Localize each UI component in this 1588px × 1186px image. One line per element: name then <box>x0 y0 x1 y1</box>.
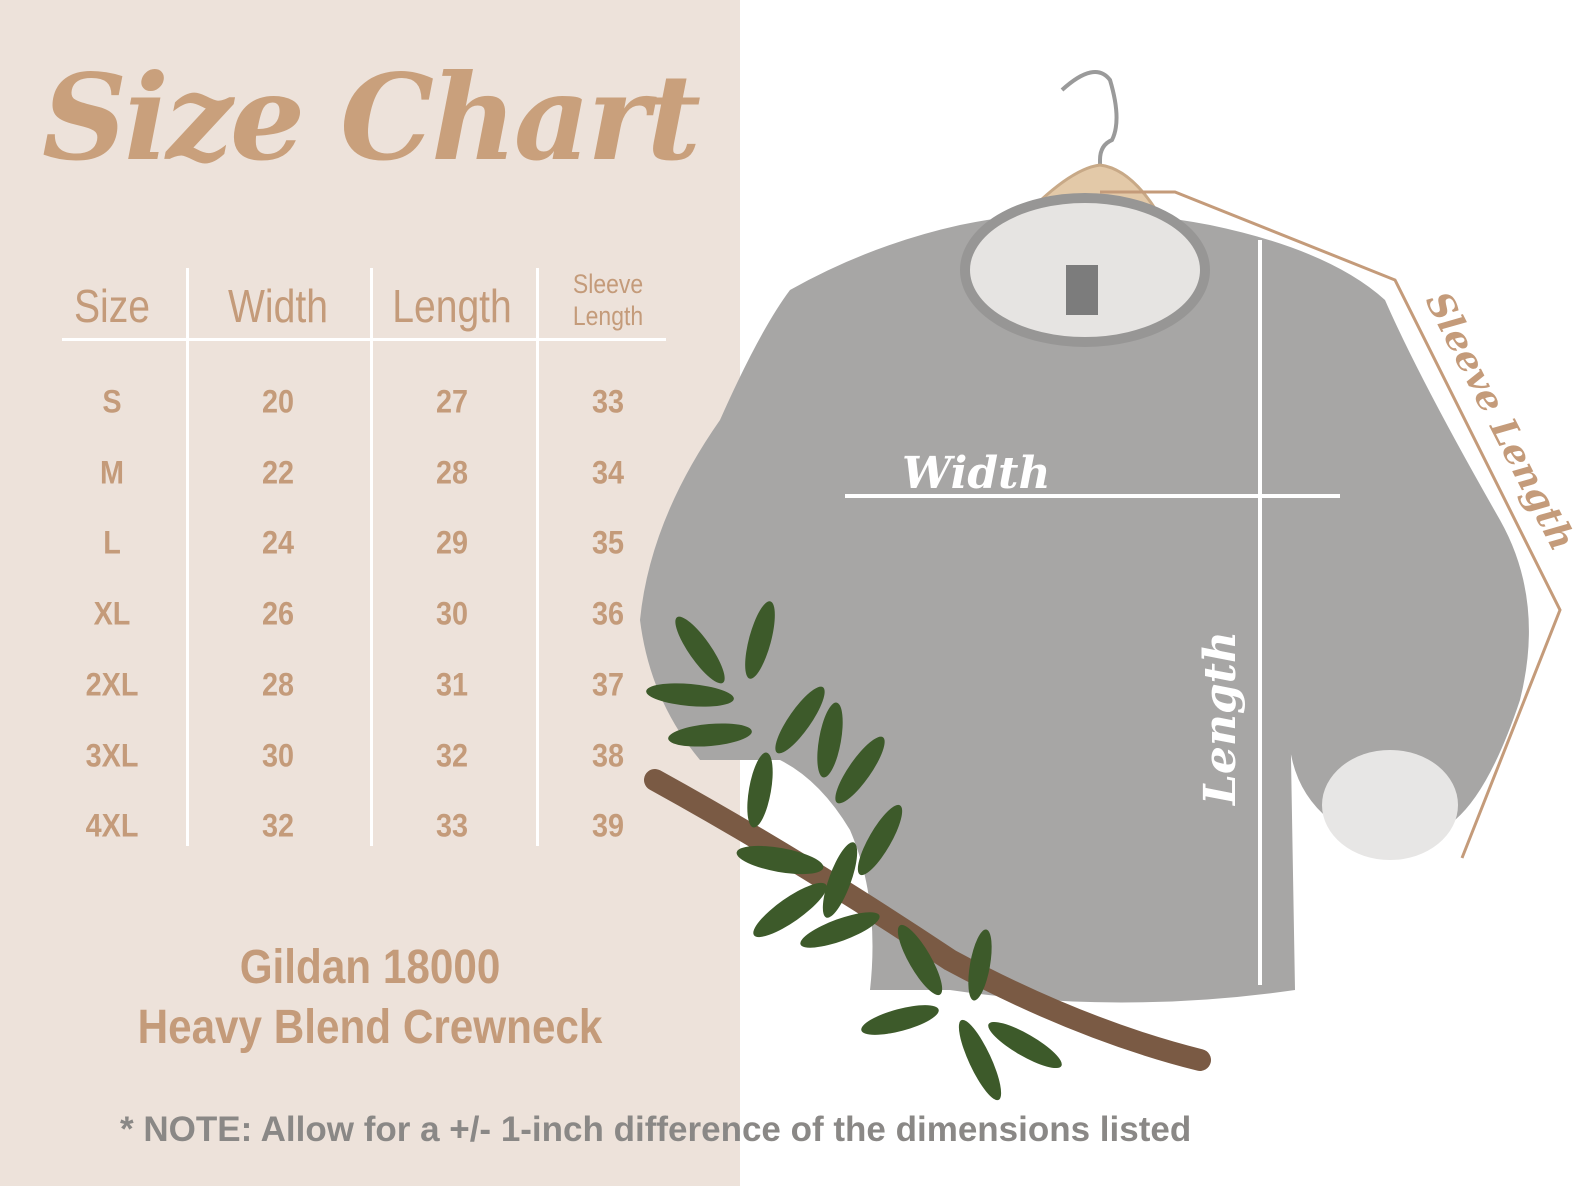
measure-cell: 32 <box>261 807 295 844</box>
tag <box>1066 265 1098 315</box>
product-model: Gildan 18000 <box>239 941 501 994</box>
column-header: Sleeve Length <box>572 269 644 331</box>
measure-cell: 37 <box>591 666 625 703</box>
measure-cell: 27 <box>435 383 469 420</box>
column-divider <box>536 268 539 846</box>
hanger-hook <box>1060 70 1119 190</box>
column-divider <box>370 268 373 846</box>
measure-cell: 24 <box>261 524 295 561</box>
measure-cell: 28 <box>435 454 469 491</box>
branch <box>644 769 1211 1071</box>
measure-cell: 30 <box>435 595 469 632</box>
measure-cell: 30 <box>261 737 295 773</box>
column-header: Width <box>228 280 328 332</box>
measure-cell: 20 <box>261 383 295 420</box>
length-label: Length <box>1195 631 1246 807</box>
header-divider <box>62 338 666 341</box>
note: * NOTE: Allow for a +/- 1-inch differenc… <box>120 1110 1192 1149</box>
product-name: Heavy Blend Crewneck <box>137 1001 603 1054</box>
measure-cell: 33 <box>435 807 469 844</box>
sleeve-line <box>1100 190 1562 859</box>
size-cell: S <box>102 383 122 420</box>
measure-cell: 22 <box>261 454 295 491</box>
size-cell: 2XL <box>85 666 139 703</box>
size-cell: 3XL <box>85 737 139 773</box>
measure-cell: 29 <box>435 524 469 561</box>
measure-cell: 39 <box>591 807 625 844</box>
column-header: Size <box>73 280 151 332</box>
size-cell: L <box>103 524 121 561</box>
measure-cell: 33 <box>591 383 625 420</box>
measure-cell: 34 <box>591 454 625 491</box>
column-divider <box>186 268 189 846</box>
measure-cell: 26 <box>261 595 295 632</box>
measure-cell: 36 <box>591 595 625 632</box>
width-label: Width <box>902 448 1050 499</box>
sweatshirt-body <box>640 212 1529 1003</box>
measure-cell: 38 <box>591 737 625 773</box>
title: Size Chart <box>41 48 701 187</box>
size-cell: 4XL <box>85 807 139 844</box>
cuff <box>1322 750 1458 860</box>
column-header: Length <box>392 280 512 332</box>
leaves <box>646 601 1062 1101</box>
measure-cell: 28 <box>261 666 295 703</box>
measure-cell: 35 <box>591 524 625 561</box>
size-cell: XL <box>93 595 131 632</box>
measure-cell: 32 <box>435 737 469 773</box>
measure-cell: 31 <box>435 666 469 703</box>
size-cell: M <box>100 454 124 491</box>
